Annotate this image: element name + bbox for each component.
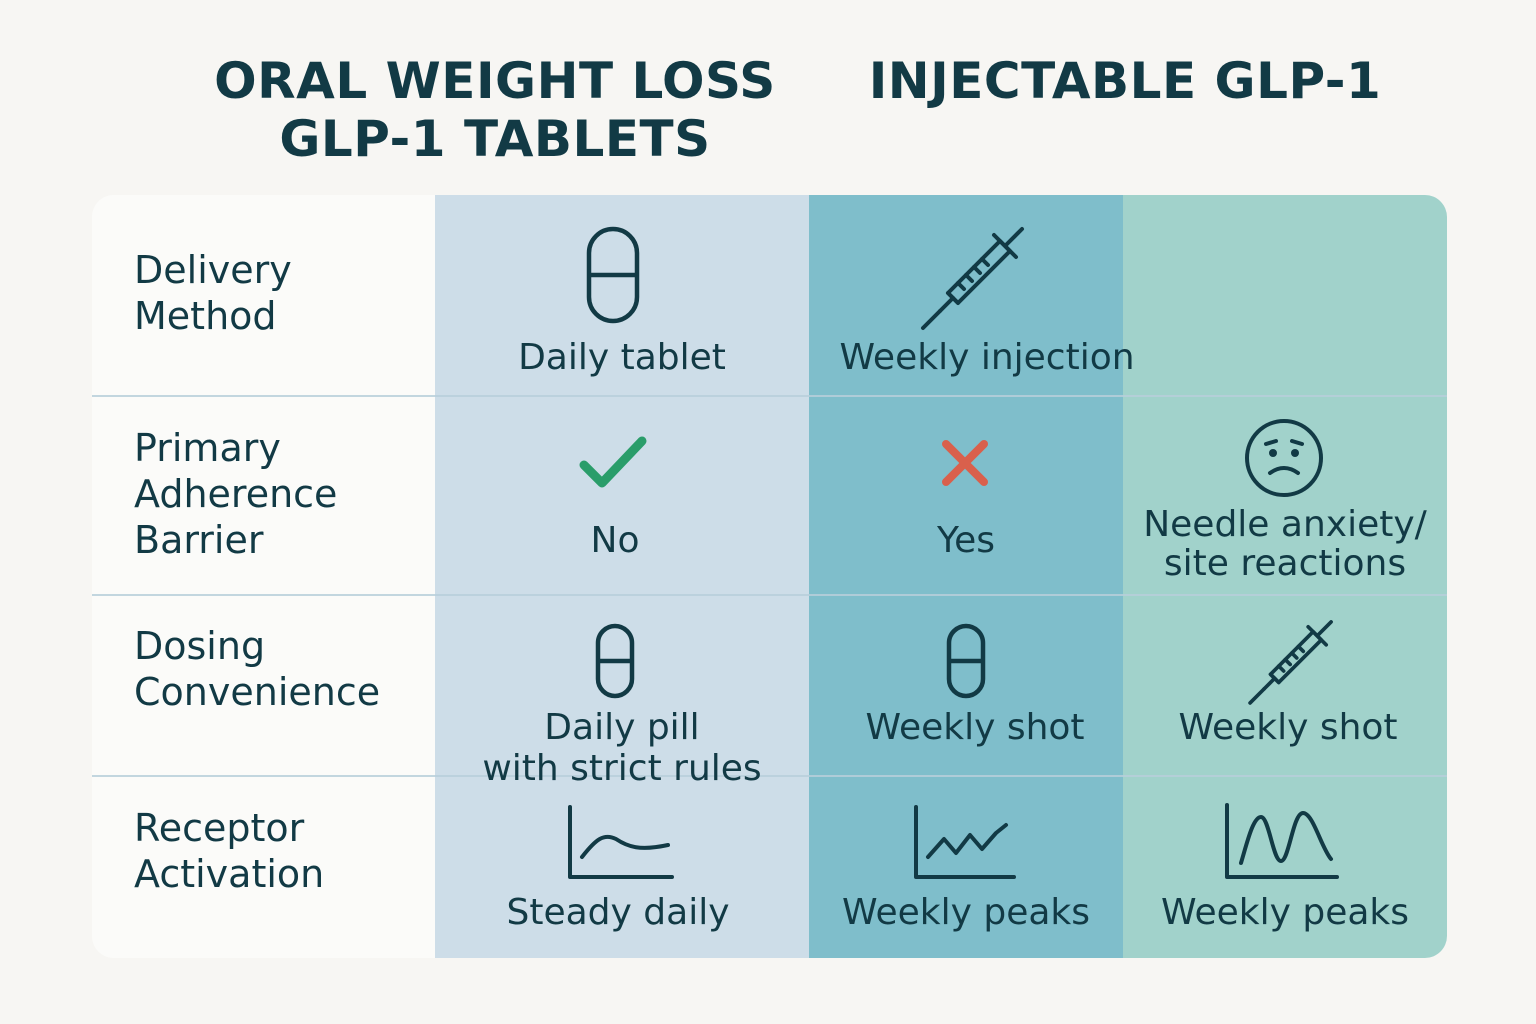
- checkmark-icon: [579, 436, 647, 488]
- cell-text: Weekly injection: [839, 337, 1135, 378]
- header-line: ORAL WEIGHT LOSS: [214, 52, 776, 110]
- double-peak-chart-icon: [1225, 803, 1339, 879]
- row-label-line: Primary: [134, 426, 281, 470]
- row-label-line: Adherence: [134, 472, 338, 516]
- injectable-column: [809, 195, 1123, 958]
- injectable-header: INJECTABLE GLP-1: [810, 52, 1440, 110]
- row-label-line: Method: [134, 294, 277, 338]
- oral-tablets-header: ORAL WEIGHT LOSS GLP-1 TABLETS: [150, 52, 840, 168]
- capsule-icon: [586, 226, 640, 324]
- row-label-line: Barrier: [134, 518, 264, 562]
- cell-text: No: [590, 520, 640, 561]
- capsule-icon: [946, 623, 986, 699]
- header-line: INJECTABLE GLP-1: [868, 52, 1382, 110]
- cell-text: Weekly peaks: [841, 892, 1091, 933]
- header-line: GLP-1 TABLETS: [279, 110, 711, 168]
- steady-curve-chart-icon: [568, 805, 674, 879]
- cell-text: Yes: [936, 520, 996, 561]
- cell-text: Daily tablet: [518, 337, 726, 378]
- row-divider: [92, 594, 1447, 596]
- cell-text: Weekly peaks: [1160, 892, 1410, 933]
- sad-face-icon: [1245, 419, 1323, 497]
- row-label-column: [92, 195, 435, 958]
- row-label-line: Dosing: [134, 624, 266, 668]
- row-label-line: Delivery: [134, 248, 292, 292]
- injectable-detail-column: [1123, 195, 1447, 958]
- row-label-line: Activation: [134, 852, 325, 896]
- comparison-table: Delivery Method Daily tablet: [92, 195, 1447, 958]
- row-label-delivery-method: Delivery Method: [134, 247, 434, 339]
- capsule-icon: [595, 623, 635, 699]
- row-label-dosing-convenience: Dosing Convenience: [134, 623, 434, 715]
- row-divider: [92, 775, 1447, 777]
- cross-icon: [942, 440, 988, 486]
- cell-text: Weekly shot: [1178, 707, 1398, 748]
- cell-text: Weekly shot: [865, 707, 1085, 748]
- row-divider: [92, 395, 1447, 397]
- cell-text: Needle anxiety/ site reactions: [1143, 504, 1427, 584]
- syringe-icon: [921, 227, 1024, 330]
- row-label-primary-adherence-barrier: Primary Adherence Barrier: [134, 425, 434, 563]
- row-label-receptor-activation: Receptor Activation: [134, 805, 434, 897]
- row-label-line: Receptor: [134, 806, 305, 850]
- zigzag-chart-icon: [914, 805, 1016, 879]
- cell-text: Daily pill with strict rules: [482, 707, 762, 789]
- syringe-icon: [1248, 620, 1333, 705]
- oral-column: [435, 195, 809, 958]
- cell-text: Steady daily: [506, 892, 730, 933]
- row-label-line: Convenience: [134, 670, 381, 714]
